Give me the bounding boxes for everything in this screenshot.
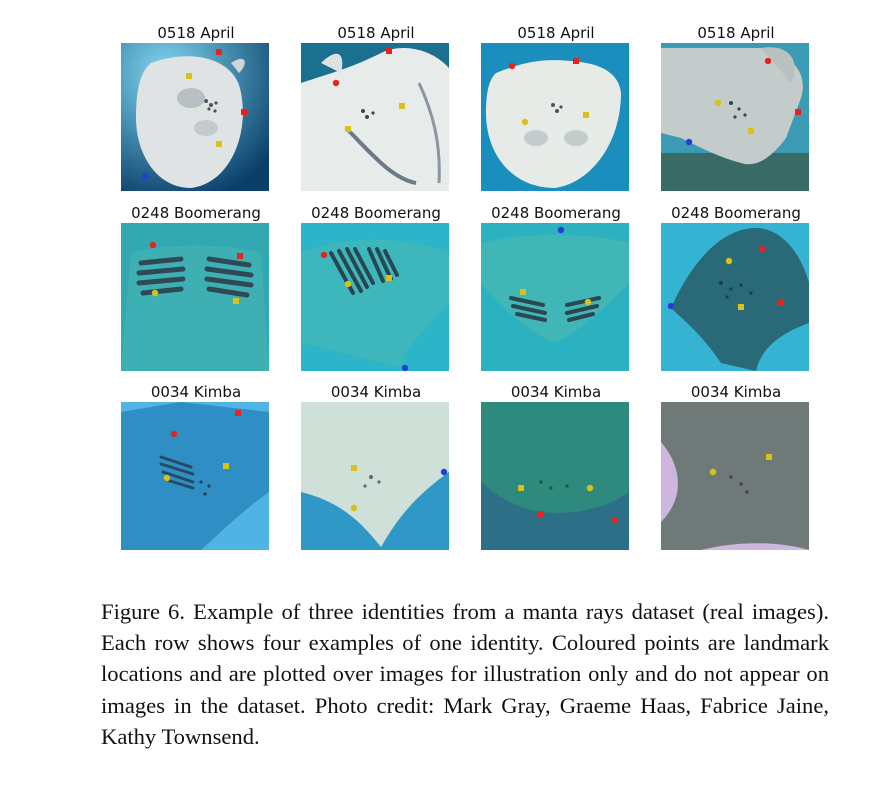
manta-photo bbox=[481, 402, 629, 550]
figure-caption: Figure 6. Example of three identities fr… bbox=[101, 599, 829, 749]
manta-photo bbox=[121, 402, 269, 550]
panel-label: 0518 April bbox=[157, 24, 235, 42]
panel-label: 0034 Kimba bbox=[330, 383, 422, 401]
panel-label: 0248 Boomerang bbox=[491, 204, 621, 222]
manta-photo bbox=[301, 223, 449, 371]
panel-label: 0518 April bbox=[517, 24, 595, 42]
manta-photo bbox=[661, 402, 809, 550]
panel-label: 0248 Boomerang bbox=[671, 204, 801, 222]
manta-photo bbox=[301, 43, 449, 191]
panel-label: 0034 Kimba bbox=[150, 383, 242, 401]
panel-label: 0248 Boomerang bbox=[131, 204, 261, 222]
panel-label: 0248 Boomerang bbox=[311, 204, 441, 222]
panel-label: 0518 April bbox=[697, 24, 775, 42]
manta-photo bbox=[481, 223, 629, 371]
manta-photo bbox=[661, 43, 809, 191]
manta-photo bbox=[301, 402, 449, 550]
manta-photo bbox=[661, 223, 809, 371]
panel-label: 0034 Kimba bbox=[510, 383, 602, 401]
manta-photo bbox=[121, 43, 269, 191]
manta-photo bbox=[481, 43, 629, 191]
panel-label: 0518 April bbox=[337, 24, 415, 42]
manta-photo bbox=[121, 223, 269, 371]
panel-label: 0034 Kimba bbox=[690, 383, 782, 401]
